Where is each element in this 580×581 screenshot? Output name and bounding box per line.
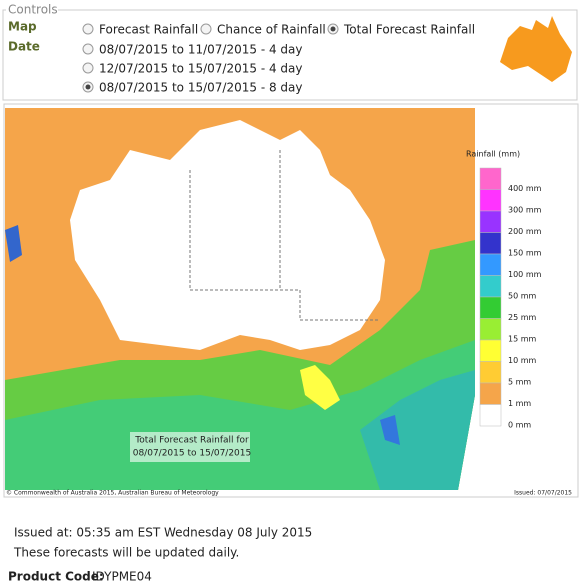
legend-label: 10 mm xyxy=(508,356,537,365)
legend-swatch xyxy=(479,232,502,255)
controls-legend-bg xyxy=(6,3,58,17)
caption-bg xyxy=(130,432,250,462)
legend-label: 200 mm xyxy=(508,227,542,236)
rain-yellow xyxy=(300,365,340,410)
issued-text: Issued at: 05:35 am EST Wednesday 08 Jul… xyxy=(14,526,312,540)
legend-swatch xyxy=(479,189,502,212)
product-code: IDYPME04 xyxy=(92,570,152,581)
australia-icon xyxy=(500,16,572,82)
legend-label: 300 mm xyxy=(508,206,542,215)
legend-swatch xyxy=(479,382,502,405)
legend-swatch xyxy=(479,167,502,190)
legend-label: 25 mm xyxy=(508,313,537,322)
legend-label: 5 mm xyxy=(508,378,531,387)
legend-swatch xyxy=(479,210,502,233)
map-option[interactable]: Chance of Rainfall xyxy=(217,23,326,37)
rain-blue xyxy=(380,415,400,445)
map-caption: Total Forecast Rainfall for xyxy=(134,436,249,446)
rain-green2 xyxy=(5,340,475,490)
legend-label: 15 mm xyxy=(508,335,537,344)
date-option[interactable]: 12/07/2015 to 15/07/2015 - 4 day xyxy=(99,62,302,76)
map-option[interactable]: Forecast Rainfall xyxy=(99,23,198,37)
legend-label: 150 mm xyxy=(508,249,542,258)
date-option[interactable]: 08/07/2015 to 11/07/2015 - 4 day xyxy=(99,43,302,57)
legend-label: 50 mm xyxy=(508,292,537,301)
legend-swatch xyxy=(479,318,502,341)
map-option[interactable]: Total Forecast Rainfall xyxy=(343,23,475,37)
copyright: © Commonwealth of Australia 2015, Austra… xyxy=(6,490,219,497)
dry-interior xyxy=(70,120,385,350)
legend-swatch xyxy=(479,253,502,276)
legend-label: 0 mm xyxy=(508,421,531,430)
map-label: Map xyxy=(8,20,37,34)
radio-button[interactable] xyxy=(82,43,94,55)
update-note: These forecasts will be updated daily. xyxy=(13,546,239,560)
date-option[interactable]: 08/07/2015 to 15/07/2015 - 8 day xyxy=(99,81,302,95)
legend-swatch xyxy=(479,339,502,362)
legend-swatch xyxy=(479,361,502,384)
radio-button[interactable] xyxy=(82,23,94,35)
state-borders xyxy=(189,170,380,321)
legend-swatch xyxy=(479,296,502,319)
rain-west xyxy=(5,225,22,262)
legend-swatch xyxy=(479,275,502,298)
legend-label: 1 mm xyxy=(508,399,531,408)
map-issued: Issued: 07/07/2015 xyxy=(514,490,572,497)
legend-label: 100 mm xyxy=(508,270,542,279)
legend-title: Rainfall (mm) xyxy=(466,150,520,159)
legend-swatch xyxy=(479,404,502,427)
controls-box xyxy=(2,9,578,101)
radio-button[interactable] xyxy=(82,62,94,74)
radio-dot xyxy=(85,84,91,90)
radio-button[interactable] xyxy=(200,23,212,35)
date-label: Date xyxy=(8,40,40,54)
product-code-label: Product Code: xyxy=(8,570,104,581)
controls-title: Controls xyxy=(8,3,58,17)
radio-dot xyxy=(330,26,336,32)
rainfall-map xyxy=(5,108,475,490)
map-caption: 08/07/2015 to 15/07/2015 xyxy=(133,449,252,459)
rain-teal xyxy=(360,370,475,490)
legend-label: 400 mm xyxy=(508,184,542,193)
